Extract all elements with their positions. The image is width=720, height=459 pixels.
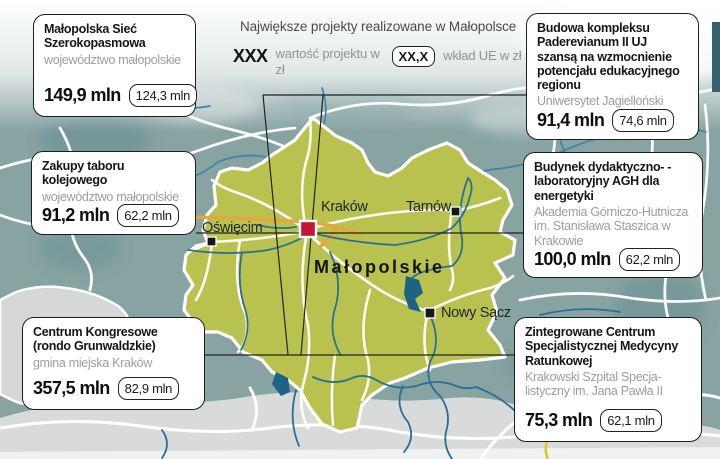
callout-values: 100,0 mln 62,2 mln <box>534 247 692 271</box>
callout-title: Budynek dydaktyczno- -laboratoryjny AGH … <box>534 160 672 203</box>
project-value: 100,0 mln <box>534 248 611 269</box>
project-value: 357,5 mln <box>33 378 110 398</box>
callout-title: Zakupy taboru kolejowego <box>42 159 125 188</box>
marker-krakow <box>298 219 318 239</box>
page-title: Największe projekty realizowane w Małopo… <box>240 19 517 34</box>
project-value: 91,4 mln <box>537 109 605 130</box>
project-value: 75,3 mln <box>525 410 593 430</box>
callout-values: 149,9 mln 124,3 mln <box>44 84 198 107</box>
callout-title: Małopolska Sieć Szerokopasmowa <box>44 22 146 51</box>
city-label-krakow: Kraków <box>321 199 368 215</box>
eu-contribution-pill: 62,2 mln <box>618 247 681 271</box>
city-label-tarnow: Tarnów <box>406 199 451 215</box>
marker-oswiecim <box>206 236 217 247</box>
callout-subtitle: Krakowski Szpital Specja-listyczny im. J… <box>525 369 663 399</box>
lakes <box>272 276 423 396</box>
callout-title: Centrum Kongresowe (rondo Grunwaldzkie) <box>33 325 158 354</box>
region-label: Małopolskie <box>314 257 445 277</box>
marker-tarnow <box>450 206 461 217</box>
callout-values: 91,4 mln 74,6 mln <box>537 108 688 132</box>
callout-agh-building: Budynek dydaktyczno- -laboratoryjny AGH … <box>523 152 703 278</box>
callout-rolling-stock: Zakupy taboru kolejowego województwo mał… <box>31 151 196 235</box>
callout-subtitle: województwo małopolskie <box>44 52 181 67</box>
callout-emergency-medicine-centre: Zintegrowane Centrum Specjalistycznej Me… <box>514 317 702 442</box>
rivers-region <box>161 177 621 459</box>
legend-value-label: wartość projektu w zł <box>275 46 380 78</box>
marker-nowy-sacz <box>424 307 436 319</box>
eu-contribution-pill: 62,1 mln <box>600 409 662 432</box>
project-value: 149,9 mln <box>44 85 121 105</box>
road-yellow-south <box>544 440 550 459</box>
eu-contribution-pill: 74,6 mln <box>612 108 674 132</box>
eu-contribution-pill: 82,9 mln <box>117 377 180 400</box>
right-edge-dark-patch <box>712 22 720 92</box>
legend-eu-label: wkład UE w zł <box>443 48 522 63</box>
callout-values: 91,2 mln 62,2 mln <box>42 203 185 227</box>
city-label-oswiecim: Oświęcim <box>202 220 263 236</box>
callout-paderevianum: Budowa kompleksu Paderevianum II UJ szan… <box>526 13 699 140</box>
callout-values: 75,3 mln 62,1 mln <box>525 409 691 432</box>
callout-subtitle: Akademia Górniczo-Hutnicza im. Stanisław… <box>534 204 689 248</box>
city-markers <box>206 206 461 319</box>
project-value: 91,2 mln <box>42 204 110 225</box>
callout-subtitle: Uniwersytet Jagielloński <box>537 94 664 109</box>
bottom-light-strip <box>0 447 720 459</box>
eu-contribution-pill: 124,3 mln <box>128 84 198 107</box>
city-label-nowy-sacz: Nowy Sącz <box>441 305 511 321</box>
legend-eu-pill: XX,X <box>391 46 436 67</box>
callout-subtitle: województwo małopolskie <box>42 189 179 204</box>
eu-contribution-pill: 62,2 mln <box>117 203 179 227</box>
legend: XXX wartość projektu w zł XX,X wkład UE … <box>233 46 522 79</box>
callout-title: Budowa kompleksu Paderevianum II UJ szan… <box>537 21 680 92</box>
callout-values: 357,5 mln 82,9 mln <box>33 377 194 400</box>
callout-broadband: Małopolska Sieć Szerokopasmowa województ… <box>33 14 198 117</box>
legend-value-symbol: XXX <box>233 46 268 66</box>
callout-title: Zintegrowane Centrum Specjalistycznej Me… <box>525 325 678 368</box>
callout-congress-centre: Centrum Kongresowe (rondo Grunwaldzkie) … <box>22 317 205 410</box>
callout-subtitle: gmina miejska Kraków <box>33 355 153 370</box>
